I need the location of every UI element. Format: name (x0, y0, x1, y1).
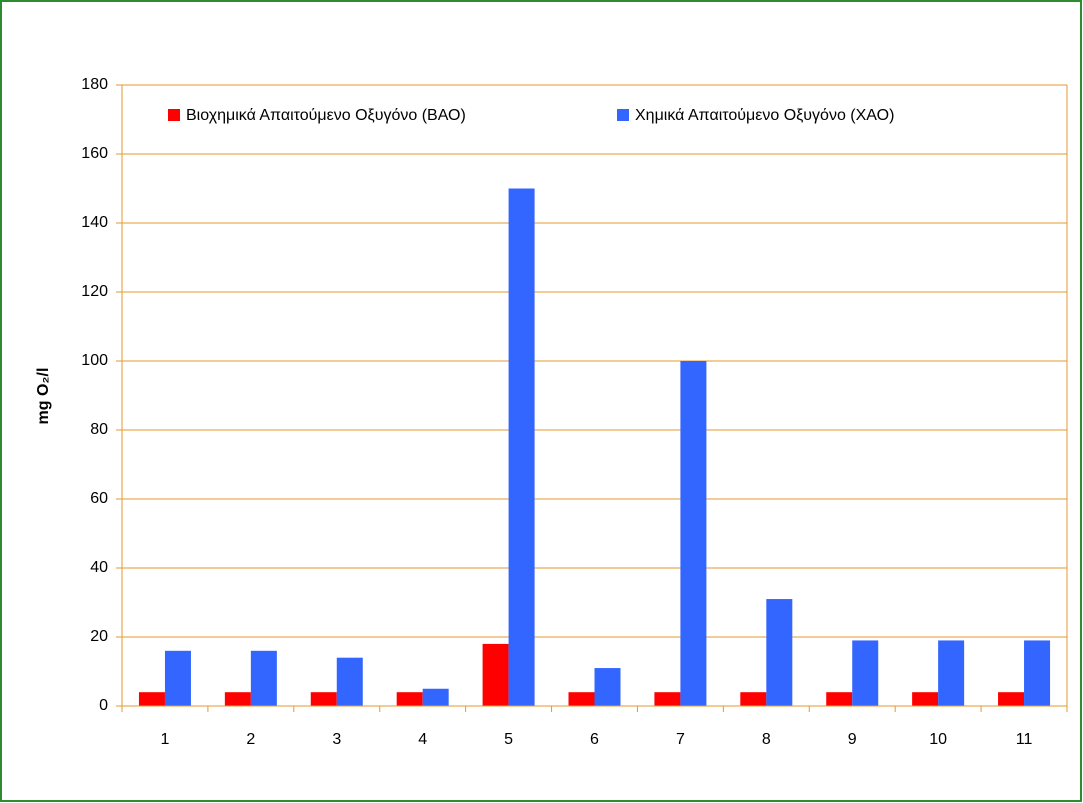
bar (998, 692, 1025, 706)
legend-label: Βιοχημικά Απαιτούμενο Οξυγόνο (ΒΑΟ) (186, 107, 466, 124)
legend-swatch (168, 109, 180, 121)
y-tick-label: 0 (99, 697, 108, 714)
x-tick-label: 6 (590, 731, 599, 748)
y-tick-label: 140 (81, 214, 108, 231)
bar (422, 688, 449, 706)
x-tick-label: 10 (929, 731, 947, 748)
x-tick-label: 8 (762, 731, 771, 748)
bar (594, 668, 621, 706)
bar (740, 692, 767, 706)
bar (336, 657, 363, 706)
x-tick-label: 4 (418, 731, 427, 748)
bar (568, 692, 595, 706)
x-tick-label: 7 (676, 731, 685, 748)
bar (680, 361, 707, 706)
bar (164, 650, 191, 706)
legend-label: Χημικά Απαιτούμενο Οξυγόνο (ΧΑΟ) (635, 107, 894, 124)
bar (654, 692, 681, 706)
bar (826, 692, 853, 706)
x-tick-label: 3 (332, 731, 341, 748)
bar (224, 692, 251, 706)
y-tick-label: 160 (81, 145, 108, 162)
y-tick-label: 180 (81, 76, 108, 93)
x-tick-label: 9 (848, 731, 857, 748)
bar (1024, 640, 1051, 706)
bar (852, 640, 879, 706)
x-tick-label: 2 (246, 731, 255, 748)
bar (250, 650, 277, 706)
y-axis-label: mg O₂/l (35, 368, 52, 425)
bar (396, 692, 423, 706)
y-tick-label: 60 (90, 490, 108, 507)
y-tick-label: 80 (90, 421, 108, 438)
legend-swatch (617, 109, 629, 121)
bar (766, 599, 793, 706)
y-tick-label: 100 (81, 352, 108, 369)
x-tick-label: 11 (1016, 731, 1033, 748)
bar (138, 692, 165, 706)
x-tick-label: 1 (161, 731, 170, 748)
x-tick-label: 5 (504, 731, 513, 748)
y-tick-label: 120 (81, 283, 108, 300)
y-tick-label: 40 (90, 559, 108, 576)
y-tick-label: 20 (90, 628, 108, 645)
bar (310, 692, 337, 706)
bar (508, 188, 535, 706)
bar (938, 640, 965, 706)
bar (912, 692, 939, 706)
bar (482, 643, 509, 706)
